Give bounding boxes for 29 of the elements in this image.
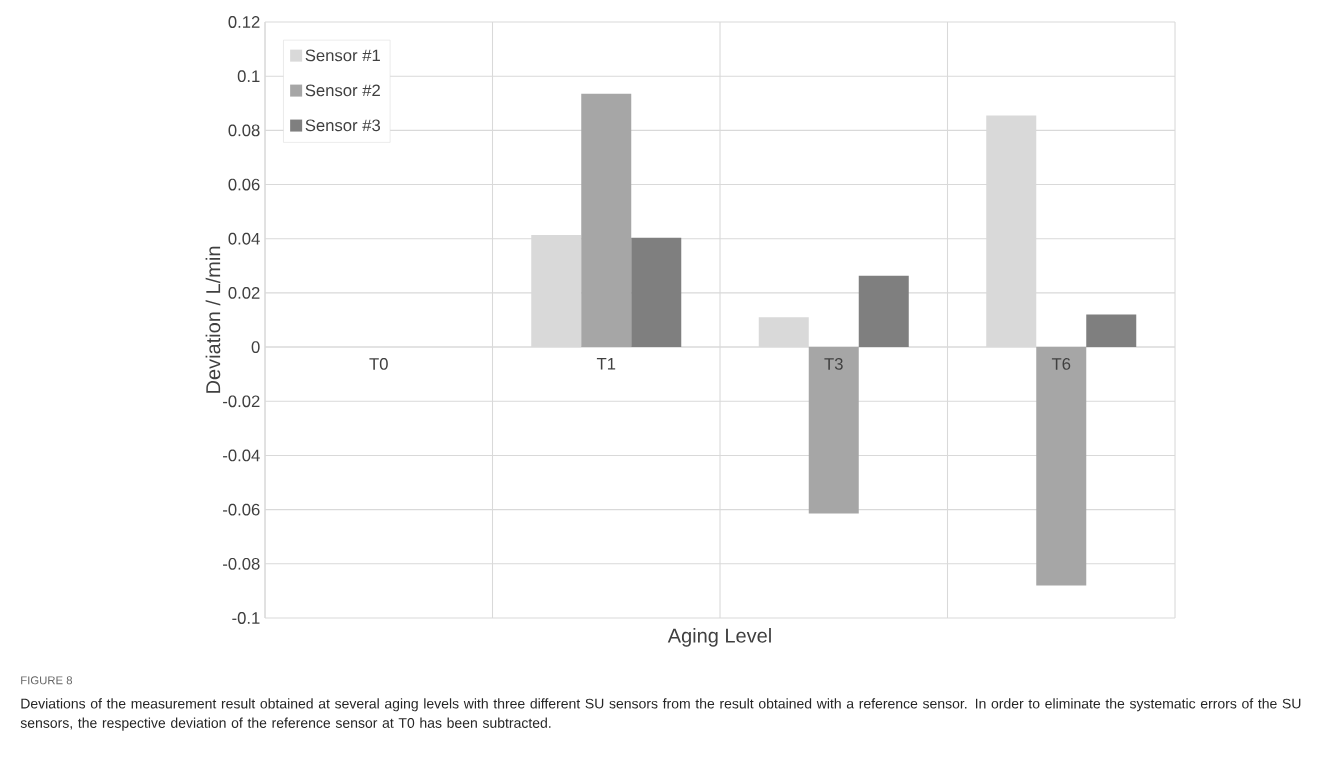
y-tick-label: 0.02 (228, 287, 260, 299)
caption: FIGURE 8 (21, 676, 73, 685)
bar (631, 237, 682, 348)
bar (1036, 347, 1087, 586)
legend-label: Sensor #3 (305, 119, 381, 132)
y-tick-label: 0.12 (228, 16, 260, 28)
bar (581, 93, 632, 348)
y-tick-label: -0.04 (223, 449, 260, 462)
bar (808, 347, 859, 514)
x-tick-label: T3 (824, 358, 843, 370)
y-tick-label: -0.1 (232, 612, 260, 624)
y-tick-label: -0.06 (223, 503, 260, 516)
bar (858, 275, 909, 348)
y-tick-label: 0.04 (228, 232, 260, 245)
y-tick-label: -0.02 (223, 395, 260, 408)
bar (1086, 314, 1137, 348)
y-tick-label: 0.1 (237, 70, 260, 83)
x-tick-label: T0 (369, 358, 388, 370)
y-tick-label: 0 (251, 341, 260, 353)
y-tick-label: 0.08 (228, 124, 260, 137)
x-tick-label: T6 (1051, 358, 1071, 370)
y-axis-title: Deviation / L/min (205, 246, 221, 393)
legend-label: Sensor #2 (305, 84, 380, 97)
legend-label: Sensor #1 (305, 49, 380, 62)
x-tick-label: T1 (596, 358, 616, 370)
x-axis-title: Aging Level (667, 628, 771, 647)
text: Deviations of the measurement result obtained at several aging levels with three different SU sensors from the result obtained with a reference sensor. In order to eliminate the systematic errors of the SU sensors, the respective deviation of the reference sensor at T0 has been subtracted. (20, 698, 1301, 731)
y-tick-label: 0.06 (228, 178, 260, 191)
y-tick-label: -0.08 (223, 557, 260, 570)
